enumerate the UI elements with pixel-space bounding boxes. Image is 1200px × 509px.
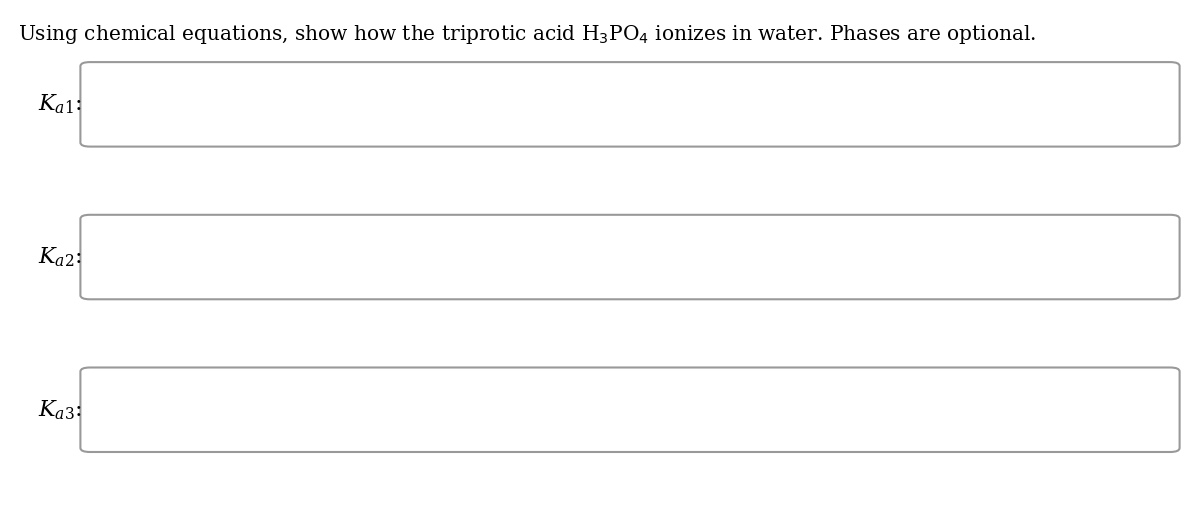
Text: $K_{a1}$:: $K_{a1}$: — [37, 93, 82, 116]
FancyBboxPatch shape — [80, 367, 1180, 452]
Text: Using chemical equations, show how the triprotic acid H$_3$PO$_4$ ionizes in wat: Using chemical equations, show how the t… — [18, 23, 1036, 46]
FancyBboxPatch shape — [80, 215, 1180, 299]
Text: $K_{a2}$:: $K_{a2}$: — [37, 245, 82, 269]
Text: $K_{a3}$:: $K_{a3}$: — [37, 398, 82, 421]
FancyBboxPatch shape — [80, 62, 1180, 147]
